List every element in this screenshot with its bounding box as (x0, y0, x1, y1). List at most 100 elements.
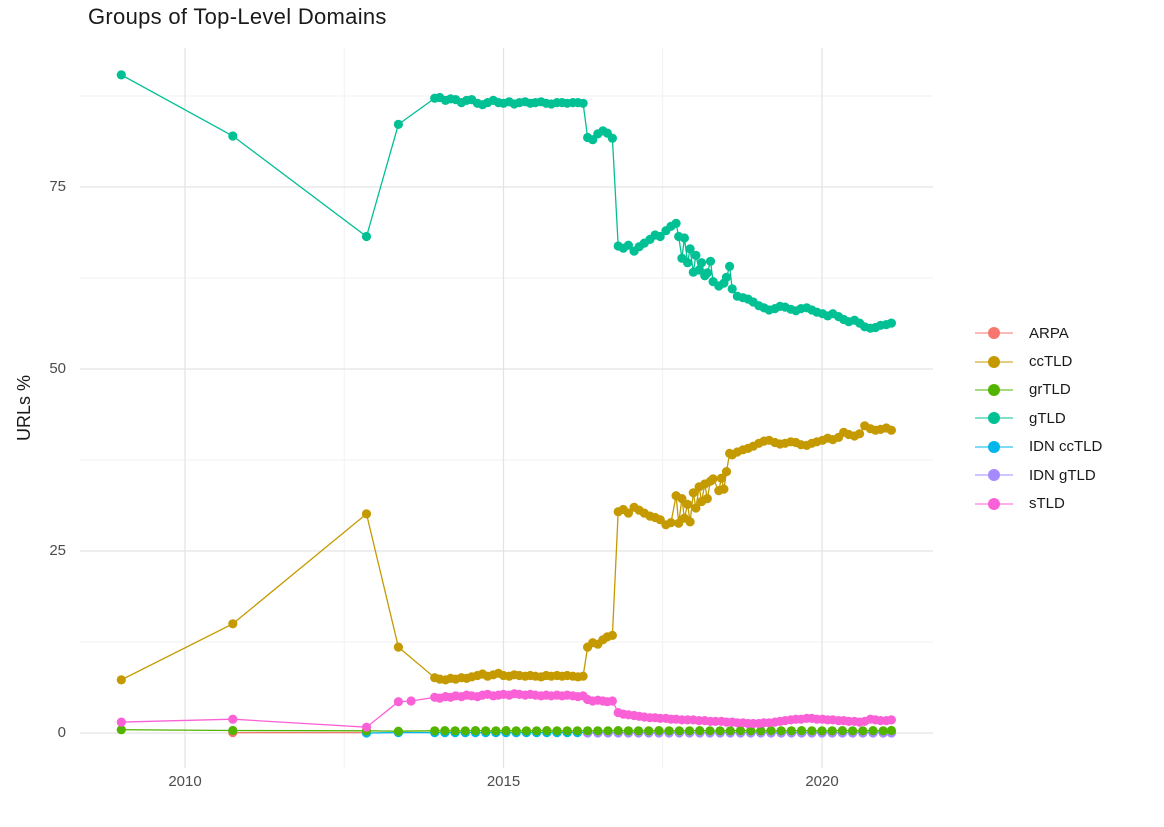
data-point (725, 261, 735, 271)
series-gtld (116, 70, 897, 333)
data-point (708, 474, 718, 484)
data-point (393, 642, 403, 652)
data-point (578, 98, 588, 108)
data-point (116, 717, 126, 727)
y-tick-label: 25 (49, 542, 66, 559)
legend-label: sTLD (1029, 495, 1065, 513)
data-point (746, 726, 756, 736)
data-point (716, 473, 727, 483)
legend-key-icon (975, 497, 1013, 510)
data-point (450, 726, 460, 736)
data-point (393, 119, 403, 129)
data-point (116, 70, 126, 80)
data-point (868, 726, 878, 736)
legend-key-icon (975, 440, 1013, 453)
data-point (593, 726, 603, 736)
y-tick-label: 0 (57, 724, 66, 741)
data-point (613, 726, 623, 736)
legend-label: gTLD (1029, 409, 1066, 427)
legend-item-idn-gtld: IDN gTLD (975, 461, 1102, 489)
y-tick-label: 50 (49, 360, 66, 377)
y-tick-label: 75 (49, 178, 66, 195)
data-point (702, 268, 712, 278)
legend-item-stld: sTLD (975, 489, 1102, 517)
data-point (683, 499, 693, 509)
data-point (776, 726, 786, 736)
data-point (572, 726, 583, 736)
data-point (655, 231, 665, 242)
data-point (886, 715, 897, 725)
legend-item-arpa: ARPA (975, 319, 1102, 347)
data-point (666, 518, 676, 528)
x-tick-label: 2015 (486, 773, 521, 790)
data-point (511, 726, 521, 736)
data-point (430, 726, 440, 736)
data-point (685, 517, 695, 527)
data-point (116, 675, 126, 685)
legend-key-icon (975, 355, 1013, 368)
data-point (878, 726, 888, 736)
data-point (756, 726, 766, 736)
data-point (691, 503, 701, 513)
data-point (797, 726, 807, 736)
data-point (886, 425, 897, 435)
data-point (607, 630, 618, 641)
data-point (361, 722, 372, 732)
legend-label: ARPA (1029, 324, 1069, 342)
data-point (562, 726, 572, 736)
chart-title: Groups of Top-Level Domains (88, 4, 387, 29)
data-point (361, 231, 372, 242)
data-point (460, 726, 470, 736)
data-point (406, 696, 416, 706)
data-point (697, 258, 707, 268)
data-point (677, 494, 687, 504)
data-point (623, 240, 634, 250)
data-point (886, 318, 897, 328)
data-point (393, 726, 403, 736)
data-point (440, 726, 450, 736)
legend-key-icon (975, 412, 1013, 425)
data-point (688, 488, 698, 498)
legend: ARPA ccTLD grTLD gTLD IDN ccTLD IDN gTLD sTLD (975, 319, 1102, 518)
legend-label: IDN gTLD (1029, 466, 1096, 484)
data-point (623, 726, 634, 736)
data-point (721, 272, 732, 282)
legend-key-icon (975, 383, 1013, 396)
data-point (695, 726, 705, 736)
data-point (837, 726, 848, 736)
data-point (705, 256, 716, 266)
data-point (603, 726, 613, 736)
data-point (766, 726, 776, 736)
legend-label: ccTLD (1029, 353, 1073, 371)
data-point (644, 726, 654, 736)
data-point (694, 265, 704, 275)
data-point (552, 726, 562, 736)
data-point (542, 726, 552, 736)
data-point (393, 697, 403, 707)
legend-item-grtld: grTLD (975, 376, 1102, 404)
data-point (623, 508, 634, 518)
data-point (702, 494, 712, 504)
data-point (607, 133, 618, 143)
data-point (684, 726, 695, 736)
data-point (228, 619, 238, 629)
data-point (664, 726, 674, 736)
data-point (674, 726, 684, 736)
series-stld (116, 689, 897, 732)
data-point (685, 244, 695, 254)
data-point (725, 726, 735, 736)
data-point (361, 509, 372, 519)
data-point (683, 258, 693, 268)
data-point (583, 726, 593, 736)
data-point (807, 726, 817, 736)
x-tick-label: 2010 (168, 773, 202, 790)
legend-key-icon (975, 469, 1013, 482)
data-point (827, 726, 837, 736)
legend-item-idn-cctld: IDN ccTLD (975, 433, 1102, 461)
data-point (501, 726, 511, 736)
data-point (532, 726, 542, 736)
data-point (705, 726, 715, 736)
data-point (228, 131, 238, 141)
legend-key-icon (975, 327, 1013, 340)
